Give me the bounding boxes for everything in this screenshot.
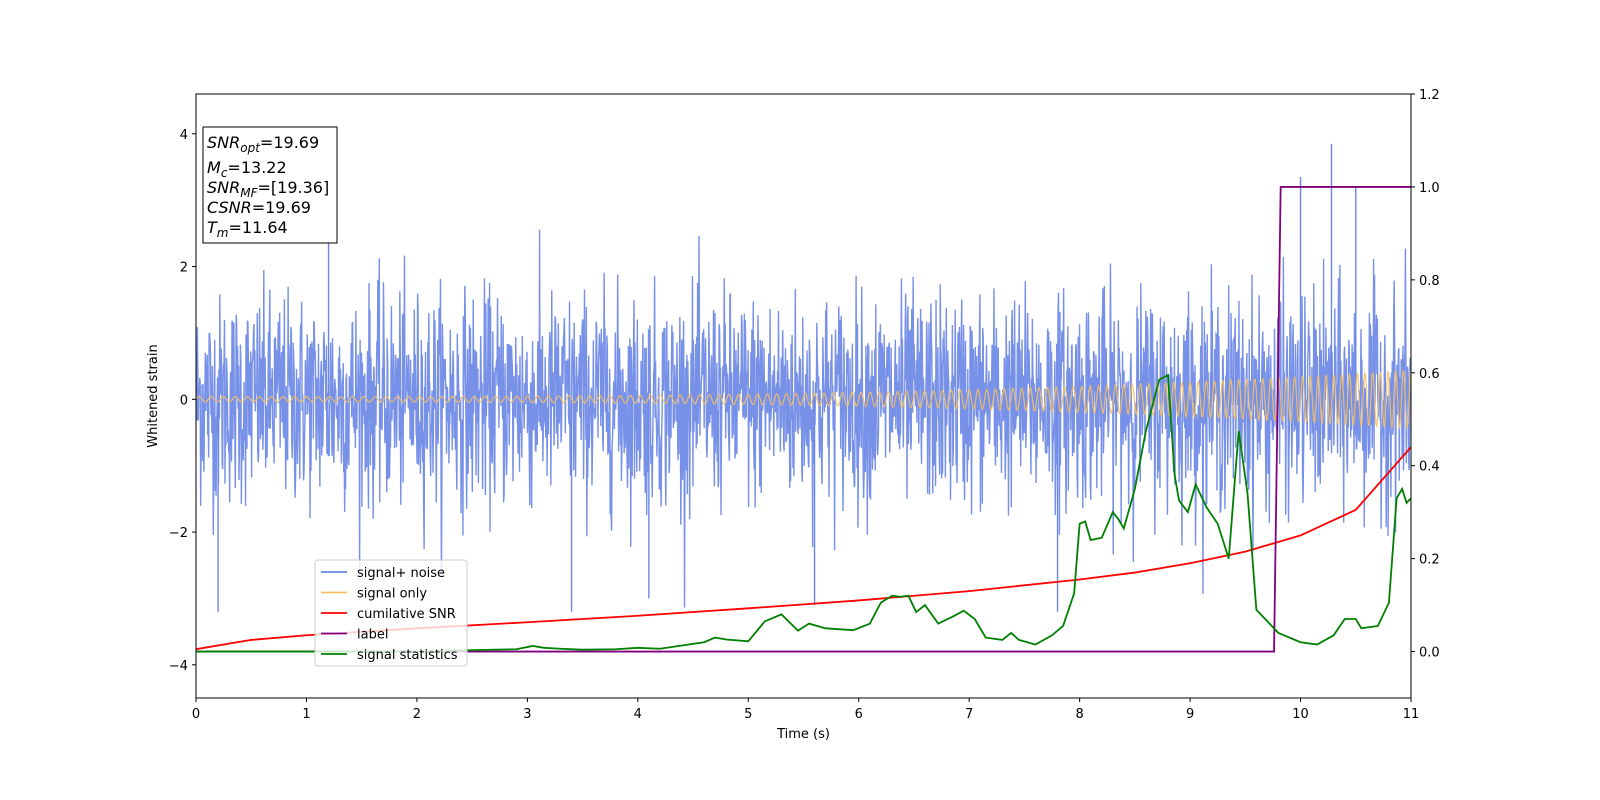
- y2-tick-label: 1.2: [1419, 88, 1440, 103]
- legend-label: cumilative SNR: [357, 607, 456, 622]
- x-tick-label: 5: [744, 707, 752, 722]
- y-axis-right: 0.0 0.2 0.4 0.6 0.8 1.0 1.2: [1411, 88, 1440, 661]
- annotation-line: SNRMF=[19.36]: [207, 178, 329, 200]
- y-tick-label: 0: [180, 393, 188, 408]
- series-peaks-signal-noise: [217, 143, 1357, 612]
- y-tick-label: −2: [169, 526, 188, 541]
- x-tick-label: 3: [523, 707, 531, 722]
- plot-frame: [195, 93, 1412, 699]
- annotation-line: SNRopt=19.69: [207, 133, 319, 155]
- annotation-box: SNRopt=19.69 Mc=13.22SNRMF=[19.36]CSNR=19…: [202, 126, 338, 244]
- x-axis: 0 1 2 3 4 5 6 7 8 9 10 11: [192, 698, 1419, 722]
- series-line-label: [196, 186, 1411, 653]
- x-tick-label: 4: [634, 707, 642, 722]
- series-line-signal-only: [196, 369, 1411, 430]
- x-tick-label: 7: [965, 707, 973, 722]
- x-tick-label: 2: [413, 707, 421, 722]
- x-tick-label: 1: [302, 707, 310, 722]
- y2-tick-label: 0.2: [1419, 553, 1440, 568]
- y2-tick-label: 0.8: [1419, 274, 1440, 289]
- y-tick-label: 4: [180, 128, 188, 143]
- annotation-frame: [202, 126, 338, 244]
- legend: signal+ noise signal only cumilative SNR la…: [314, 559, 468, 667]
- y2-tick-label: 0.4: [1419, 460, 1440, 475]
- x-tick-label: 10: [1292, 707, 1309, 722]
- x-tick-label: 6: [855, 707, 863, 722]
- y-tick-label: 2: [180, 261, 188, 276]
- legend-label: signal only: [357, 587, 427, 602]
- legend-frame: [314, 559, 468, 667]
- y-tick-label: −4: [169, 659, 188, 674]
- y2-tick-label: 1.0: [1419, 181, 1440, 196]
- annotation-line: CSNR=19.69: [207, 198, 311, 217]
- x-tick-label: 11: [1403, 707, 1420, 722]
- x-tick-label: 9: [1186, 707, 1194, 722]
- y-axis-left: −4 −2 0 2 4: [169, 128, 196, 674]
- legend-label: signal statistics: [357, 648, 458, 663]
- legend-label: signal+ noise: [357, 566, 445, 581]
- x-axis-label: Time (s): [776, 727, 830, 742]
- x-tick-label: 8: [1075, 707, 1083, 722]
- legend-label: label: [357, 628, 388, 643]
- series-line-signal-noise: [196, 229, 1411, 608]
- annotation-line: Tm=11.64: [207, 218, 288, 240]
- series-line-signal-statistics: [196, 373, 1411, 653]
- y-axis-label: Whitened strain: [146, 344, 161, 447]
- y2-tick-label: 0.6: [1419, 367, 1440, 382]
- y2-tick-label: 0.0: [1419, 646, 1440, 661]
- x-tick-label: 0: [192, 707, 200, 722]
- annotation-line: Mc=13.22: [207, 158, 287, 180]
